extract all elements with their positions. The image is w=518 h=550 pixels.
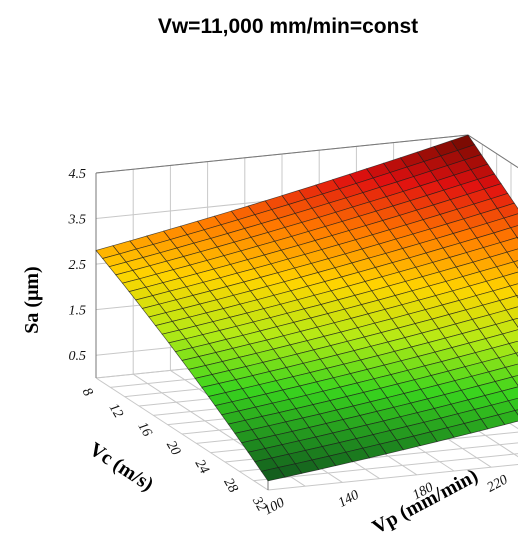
x-tick-label: 140 xyxy=(336,488,362,511)
y-tick-label: 32 xyxy=(249,494,269,514)
z-tick-label: 3.5 xyxy=(68,213,87,228)
x-axis-label: Vp (mm/min) xyxy=(369,465,482,539)
z-tick-label: 1.5 xyxy=(69,304,87,319)
x-tick-label: 220 xyxy=(485,473,511,496)
z-tick-label: 4.5 xyxy=(69,167,87,182)
z-axis-label: Sa (μm) xyxy=(21,266,43,333)
y-tick-label: 12 xyxy=(106,401,126,421)
y-tick-label: 24 xyxy=(192,457,212,477)
box-edge xyxy=(467,134,518,169)
y-axis-label: Vc (m/s) xyxy=(85,438,157,495)
y-tick-label: 28 xyxy=(220,476,240,496)
grid-line xyxy=(253,453,518,482)
y-tick-label: 16 xyxy=(134,420,154,440)
surface-cell xyxy=(260,467,286,482)
y-tick-label: 8 xyxy=(79,385,95,399)
z-tick-label: 0.5 xyxy=(69,349,87,364)
chart-title: Vw=11,000 mm/min=const xyxy=(158,15,418,38)
y-tick-label: 20 xyxy=(163,438,183,458)
grid-line xyxy=(267,463,518,491)
z-tick-label: 2.5 xyxy=(69,258,87,273)
box-edge xyxy=(95,134,469,174)
surface-plot xyxy=(95,134,518,482)
